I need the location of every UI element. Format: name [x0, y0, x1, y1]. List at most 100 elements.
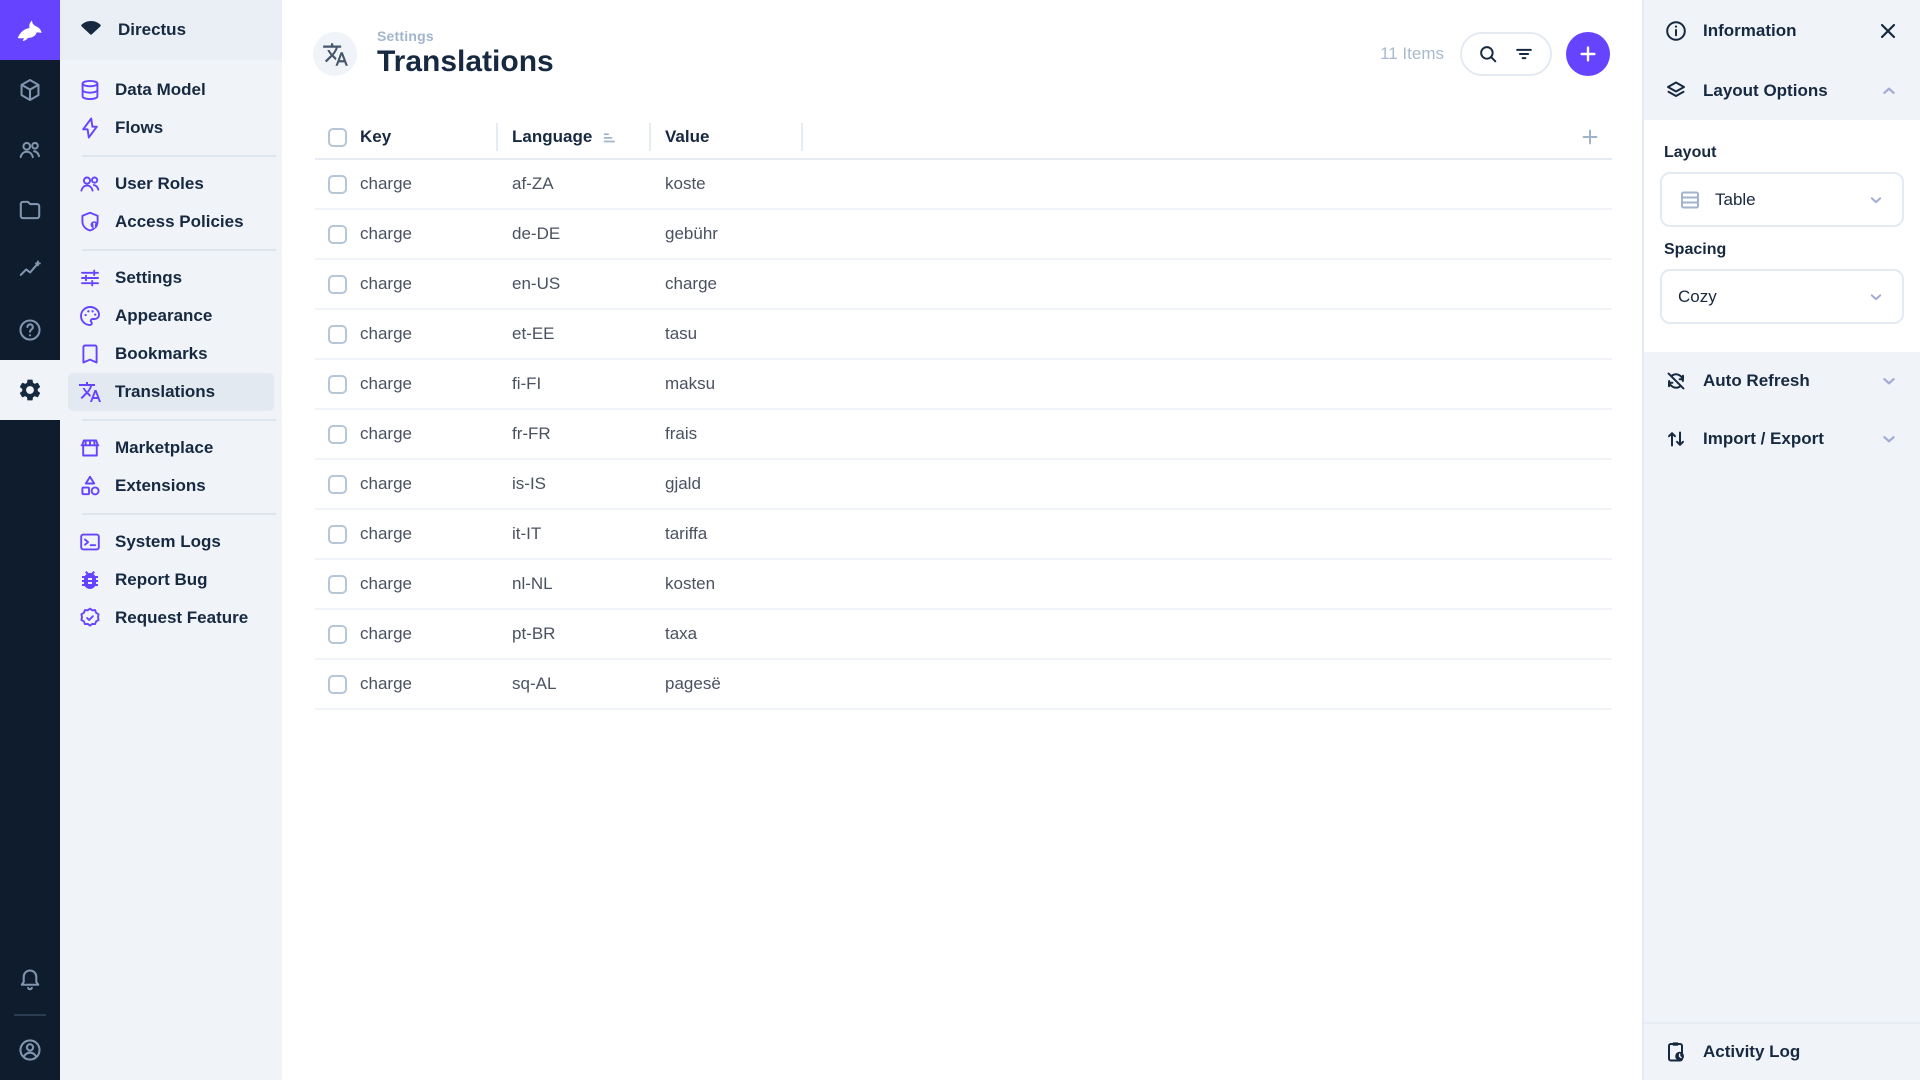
module-settings[interactable]	[0, 360, 60, 420]
table-row[interactable]: charge it-IT tariffa	[315, 510, 1612, 560]
cell-value: tasu	[665, 324, 698, 343]
project-name: Directus	[118, 20, 187, 39]
nav-item-label: Report Bug	[115, 570, 208, 589]
add-column-button[interactable]	[1568, 126, 1612, 148]
row-checkbox[interactable]	[328, 324, 347, 344]
filter-icon[interactable]	[1513, 43, 1535, 65]
module-account[interactable]	[0, 1020, 60, 1080]
row-checkbox-cell	[315, 524, 360, 544]
column-header-key[interactable]: Key	[360, 123, 498, 151]
table-row[interactable]: charge sq-AL pagesë	[315, 660, 1612, 710]
module-insights[interactable]	[0, 240, 60, 300]
table-row[interactable]: charge is-IS gjald	[315, 460, 1612, 510]
accordion-label: Auto Refresh	[1703, 371, 1810, 390]
translate-icon	[78, 380, 102, 404]
column-label: Language	[512, 127, 593, 146]
module-bar-bottom	[0, 950, 60, 1080]
sidebar-item-appearance[interactable]: Appearance	[68, 297, 274, 335]
cell-language: et-EE	[512, 324, 555, 343]
cell-value: pagesë	[665, 674, 721, 693]
table-row[interactable]: charge fi-FI maksu	[315, 360, 1612, 410]
activity-log-button[interactable]: Activity Log	[1644, 1022, 1920, 1080]
spacing-select-value: Cozy	[1678, 286, 1717, 306]
table-row[interactable]: charge de-DE gebühr	[315, 210, 1612, 260]
add-item-button[interactable]	[1566, 32, 1610, 76]
module-notifications[interactable]	[0, 950, 60, 1010]
row-checkbox[interactable]	[328, 524, 347, 544]
table-row[interactable]: charge pt-BR taxa	[315, 610, 1612, 660]
sidebar-item-system-logs[interactable]: System Logs	[68, 523, 274, 561]
table-row[interactable]: charge et-EE tasu	[315, 310, 1612, 360]
row-checkbox[interactable]	[328, 274, 347, 294]
page-title-icon-circle[interactable]	[313, 32, 357, 76]
import-export-accordion[interactable]: Import / Export	[1644, 410, 1920, 468]
layout-select[interactable]: Table	[1660, 172, 1904, 227]
sidebar-item-settings[interactable]: Settings	[68, 259, 274, 297]
accordion-label: Import / Export	[1703, 429, 1824, 448]
sidebar-item-translations[interactable]: Translations	[68, 373, 274, 411]
spacing-select[interactable]: Cozy	[1660, 269, 1904, 324]
sidebar-item-report-bug[interactable]: Report Bug	[68, 561, 274, 599]
sidebar-title: Information	[1703, 21, 1797, 40]
row-checkbox-cell	[315, 224, 360, 244]
item-count: 11 Items	[1380, 44, 1444, 63]
row-checkbox[interactable]	[328, 224, 347, 244]
project-chooser[interactable]: Directus	[60, 0, 282, 60]
row-checkbox-cell	[315, 574, 360, 594]
chevron-up-icon	[1878, 80, 1900, 102]
nav-divider	[82, 419, 276, 421]
column-header-value[interactable]: Value	[651, 123, 803, 151]
cell-language: pt-BR	[512, 624, 556, 643]
directus-logo[interactable]	[0, 0, 60, 60]
palette-icon	[78, 304, 102, 328]
table-row[interactable]: charge en-US charge	[315, 260, 1612, 310]
sidebar-item-access-policies[interactable]: Access Policies	[68, 203, 274, 241]
cell-key: charge	[360, 674, 412, 693]
select-all-checkbox[interactable]	[328, 127, 347, 147]
module-content[interactable]	[0, 60, 60, 120]
column-header-language[interactable]: Language	[498, 123, 651, 151]
sidebar-item-marketplace[interactable]: Marketplace	[68, 429, 274, 467]
row-checkbox-cell	[315, 374, 360, 394]
module-files[interactable]	[0, 180, 60, 240]
sidebar-item-request-feature[interactable]: Request Feature	[68, 599, 274, 637]
sidebar-item-flows[interactable]: Flows	[68, 109, 274, 147]
sidebar-item-extensions[interactable]: Extensions	[68, 467, 274, 505]
badge-icon	[78, 606, 102, 630]
plus-icon	[1579, 126, 1601, 148]
module-users[interactable]	[0, 120, 60, 180]
project-status-icon	[78, 17, 104, 43]
chevron-down-icon	[1878, 428, 1900, 450]
module-help[interactable]	[0, 300, 60, 360]
table-row[interactable]: charge af-ZA koste	[315, 160, 1612, 210]
table-layout-icon	[1678, 188, 1702, 212]
sidebar-item-data-model[interactable]: Data Model	[68, 71, 274, 109]
row-checkbox[interactable]	[328, 574, 347, 594]
row-checkbox[interactable]	[328, 424, 347, 444]
breadcrumb[interactable]: Settings	[377, 28, 434, 44]
activity-log-icon	[1664, 1040, 1688, 1064]
row-checkbox[interactable]	[328, 674, 347, 694]
nav-item-label: Extensions	[115, 476, 206, 495]
cell-language: sq-AL	[512, 674, 557, 693]
cell-key: charge	[360, 224, 412, 243]
layout-options-accordion[interactable]: Layout Options	[1644, 62, 1920, 120]
translate-icon	[322, 41, 349, 68]
cell-language: fr-FR	[512, 424, 551, 443]
sidebar-item-bookmarks[interactable]: Bookmarks	[68, 335, 274, 373]
cell-value: gjald	[665, 474, 701, 493]
row-checkbox[interactable]	[328, 174, 347, 194]
module-bar-divider	[14, 1014, 46, 1016]
auto-refresh-accordion[interactable]: Auto Refresh	[1644, 352, 1920, 410]
row-checkbox[interactable]	[328, 624, 347, 644]
row-checkbox[interactable]	[328, 374, 347, 394]
sidebar-item-user-roles[interactable]: User Roles	[68, 165, 274, 203]
row-checkbox[interactable]	[328, 474, 347, 494]
nav-item-label: System Logs	[115, 532, 221, 551]
table-row[interactable]: charge nl-NL kosten	[315, 560, 1612, 610]
table-row[interactable]: charge fr-FR frais	[315, 410, 1612, 460]
cell-key: charge	[360, 474, 412, 493]
search-icon[interactable]	[1477, 43, 1499, 65]
close-icon[interactable]	[1876, 19, 1900, 43]
help-icon	[17, 317, 43, 343]
